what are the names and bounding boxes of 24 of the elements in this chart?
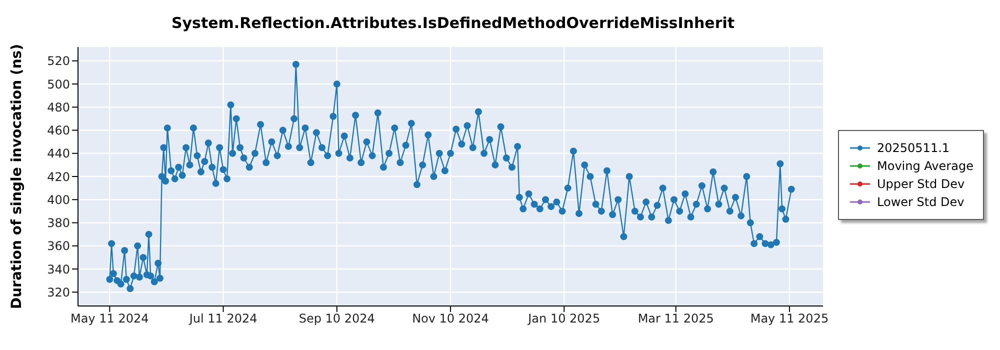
y-tick-label: 320 (47, 285, 70, 300)
legend-label: Lower Std Dev (877, 195, 964, 209)
y-tick-label: 420 (47, 170, 70, 184)
x-tick-label: May 11 2024 (70, 312, 149, 326)
y-tick-label: 360 (47, 239, 70, 254)
legend-label: 20250511.1 (877, 141, 950, 155)
x-tick-label: Mar 11 2025 (638, 312, 714, 326)
x-tick-label: Jul 11 2024 (188, 312, 258, 326)
y-tick-label: 480 (47, 100, 70, 114)
y-tick-label: 460 (47, 124, 70, 138)
y-tick-label: 440 (47, 146, 70, 161)
y-tick-label: 400 (47, 192, 70, 207)
x-tick-label: May 11 2025 (750, 312, 829, 326)
y-tick-label: 500 (47, 77, 70, 92)
y-tick-label: 340 (47, 262, 70, 276)
y-tick-label: 520 (47, 54, 70, 68)
x-tick-label: Sep 10 2024 (298, 312, 375, 326)
legend-label: Moving Average (877, 159, 974, 173)
legend-label: Upper Std Dev (877, 177, 965, 191)
chart-title: System.Reflection.Attributes.IsDefinedMethodOverrideMissInherit (170, 13, 736, 34)
x-tick-label: Jan 10 2025 (527, 312, 600, 326)
y-tick-label: 380 (47, 216, 70, 230)
x-tick-label: Nov 10 2024 (412, 312, 489, 326)
y-axis-title: Duration of single invocation (ns) (8, 44, 25, 310)
